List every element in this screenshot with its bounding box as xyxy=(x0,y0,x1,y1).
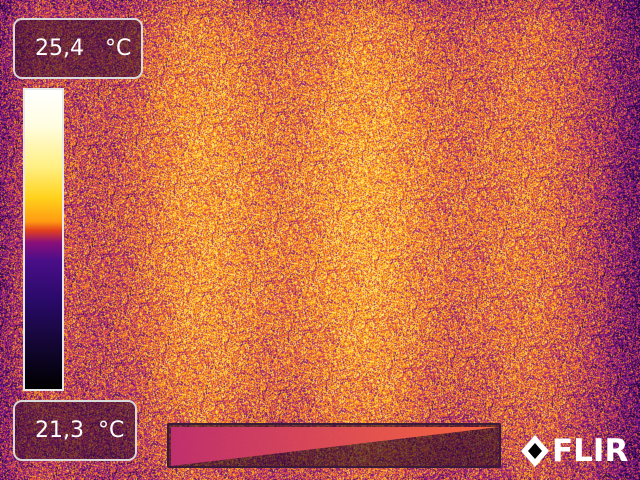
min-temperature-unit: °C xyxy=(98,417,125,443)
temperature-color-scale xyxy=(23,88,64,391)
flir-logo: FLIR xyxy=(520,433,630,469)
span-wedge-icon xyxy=(171,427,499,466)
min-temperature-box: 21,3 °C xyxy=(13,400,137,461)
flir-diamond-icon xyxy=(521,435,549,467)
level-span-indicator xyxy=(167,423,501,468)
max-temperature-value: 25,4 xyxy=(35,35,84,61)
min-temperature-value: 21,3 xyxy=(35,417,84,443)
flir-logo-text: FLIR xyxy=(552,432,629,469)
max-temperature-unit: °C xyxy=(105,35,132,61)
max-temperature-box: 25,4 °C xyxy=(13,18,143,79)
